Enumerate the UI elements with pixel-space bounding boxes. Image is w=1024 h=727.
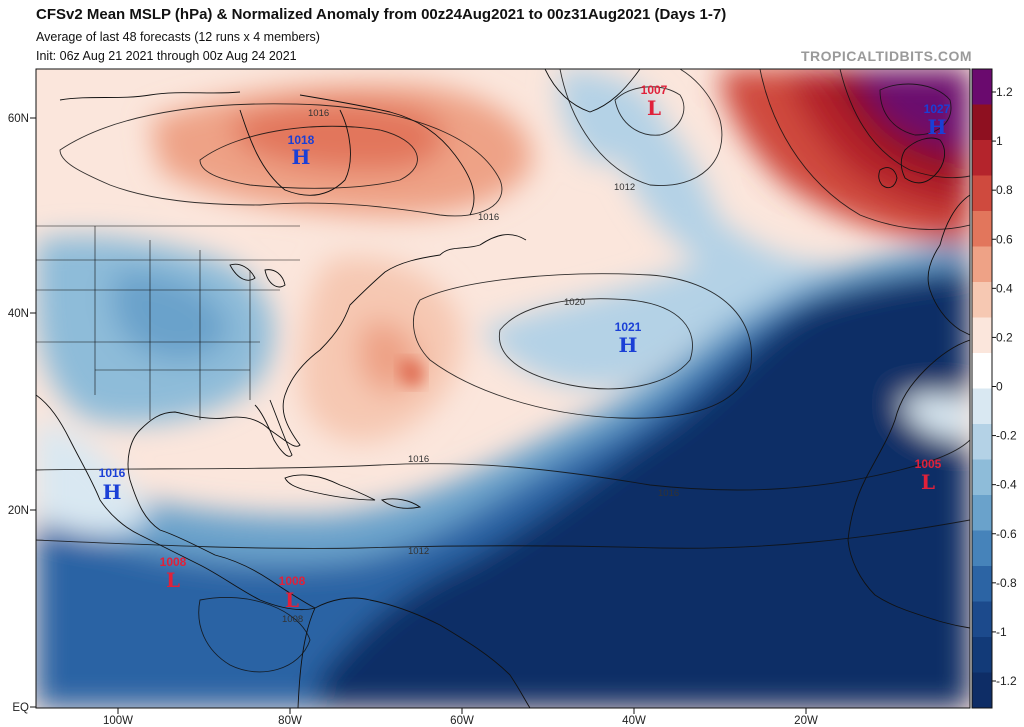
colorbar: 1.2 1 0.8 0.6 0.4 0.2 0 -0.2 -0.4 -0.6 -0.8 -1 -1.2	[971, 68, 1017, 709]
colorbar-swatch	[972, 140, 992, 176]
high-symbol: H	[292, 145, 311, 169]
lat-label-20n: 20N	[8, 505, 29, 517]
high-center: 1021 H	[615, 320, 642, 357]
colorbar-label: -0.2	[996, 429, 1017, 443]
low-symbol: L	[647, 96, 661, 120]
political-borders	[36, 225, 300, 420]
colorbar-label: 1.2	[996, 85, 1013, 99]
colorbar-label: 0.8	[996, 183, 1013, 197]
colorbar-swatch	[972, 353, 992, 389]
high-symbol: H	[103, 480, 122, 504]
latitude-axis: 60N 40N 20N EQ	[8, 113, 36, 714]
isobar-label: 1012	[614, 182, 635, 193]
lon-label-40w: 40W	[622, 715, 646, 727]
colorbar-swatch	[972, 211, 992, 247]
high-symbol: H	[619, 333, 638, 357]
colorbar-label: -1	[996, 625, 1007, 639]
colorbar-label: 1	[996, 134, 1003, 148]
low-symbol: L	[285, 588, 299, 612]
pressure-value: 1007	[641, 83, 668, 97]
pressure-value: 1021	[615, 320, 642, 334]
high-symbol: H	[928, 115, 947, 139]
coastlines	[36, 69, 970, 708]
pressure-value: 1027	[924, 102, 951, 116]
map-frame	[35, 68, 971, 709]
lon-label-80w: 80W	[278, 715, 302, 727]
isobar-label: 1020	[564, 297, 585, 308]
colorbar-label: 0.2	[996, 330, 1013, 344]
longitude-axis: 100W 80W 60W 40W 20W	[103, 708, 818, 727]
colorbar-swatch	[972, 104, 992, 141]
pressure-value: 1016	[99, 466, 126, 480]
isobar-label: 1016	[658, 488, 679, 499]
isobar-label: 1016	[478, 212, 499, 223]
isobar-label: 1016	[308, 108, 329, 119]
isobar-label: 1008	[282, 614, 303, 625]
pressure-value: 1008	[279, 574, 306, 588]
pressure-value: 1005	[915, 457, 942, 471]
brand-watermark: TROPICALTIDBITS.COM	[800, 48, 972, 64]
colorbar-label: -0.6	[996, 527, 1017, 541]
high-center: 1027 H	[924, 102, 951, 139]
colorbar-swatch	[972, 601, 992, 638]
isobars	[36, 69, 970, 673]
colorbar-swatch	[972, 246, 992, 283]
high-center: 1018 H	[288, 133, 315, 169]
lon-label-100w: 100W	[103, 715, 133, 727]
colorbar-swatch	[972, 175, 992, 212]
colorbar-swatch	[972, 424, 992, 460]
pressure-centers: 1018 H 1007 L 1027 H 1021 H 1016 H 1005 …	[99, 83, 951, 612]
pressure-value: 1008	[160, 555, 187, 569]
lon-label-60w: 60W	[450, 715, 474, 727]
low-center: 1005 L	[915, 457, 942, 494]
map-title: CFSv2 Mean MSLP (hPa) & Normalized Anoma…	[36, 6, 727, 23]
colorbar-swatch	[972, 637, 992, 673]
lat-label-eq: EQ	[12, 702, 29, 714]
lat-label-60n: 60N	[8, 113, 29, 125]
colorbar-swatch	[972, 69, 992, 105]
high-center: 1016 H	[99, 466, 126, 504]
low-center: 1007 L	[641, 83, 668, 120]
lat-label-40n: 40N	[8, 308, 29, 320]
colorbar-label: 0	[996, 380, 1003, 394]
isobar-label: 1016	[408, 454, 429, 465]
colorbar-swatch	[972, 459, 992, 496]
map-subtitle-init: Init: 06z Aug 21 2021 through 00z Aug 24…	[36, 49, 297, 63]
colorbar-label: -0.8	[996, 576, 1017, 590]
colorbar-label: 0.6	[996, 232, 1013, 246]
pressure-value: 1018	[288, 133, 315, 147]
colorbar-swatch	[972, 317, 992, 354]
colorbar-swatch	[972, 388, 992, 425]
isobar-labels: 1016 1012 1016 1020 1016 1016 1012 1008	[282, 108, 679, 625]
low-symbol: L	[166, 568, 180, 592]
colorbar-swatch	[972, 530, 992, 567]
isobar-label: 1012	[408, 546, 429, 557]
colorbar-swatch	[972, 495, 992, 531]
colorbar-label: -0.4	[996, 478, 1017, 492]
low-center: 1008 L	[279, 574, 306, 612]
map-subtitle-average: Average of last 48 forecasts (12 runs x …	[36, 30, 320, 44]
colorbar-label: 0.4	[996, 281, 1013, 295]
low-center: 1008 L	[160, 555, 187, 592]
low-symbol: L	[921, 470, 935, 494]
map-field: 1016 1012 1016 1020 1016 1016 1012 1008 …	[36, 69, 970, 708]
colorbar-frame	[971, 68, 993, 709]
colorbar-swatch	[972, 282, 992, 318]
colorbar-label: -1.2	[996, 674, 1017, 688]
lon-label-20w: 20W	[794, 715, 818, 727]
colorbar-swatch	[972, 672, 992, 709]
colorbar-swatch	[972, 566, 992, 602]
